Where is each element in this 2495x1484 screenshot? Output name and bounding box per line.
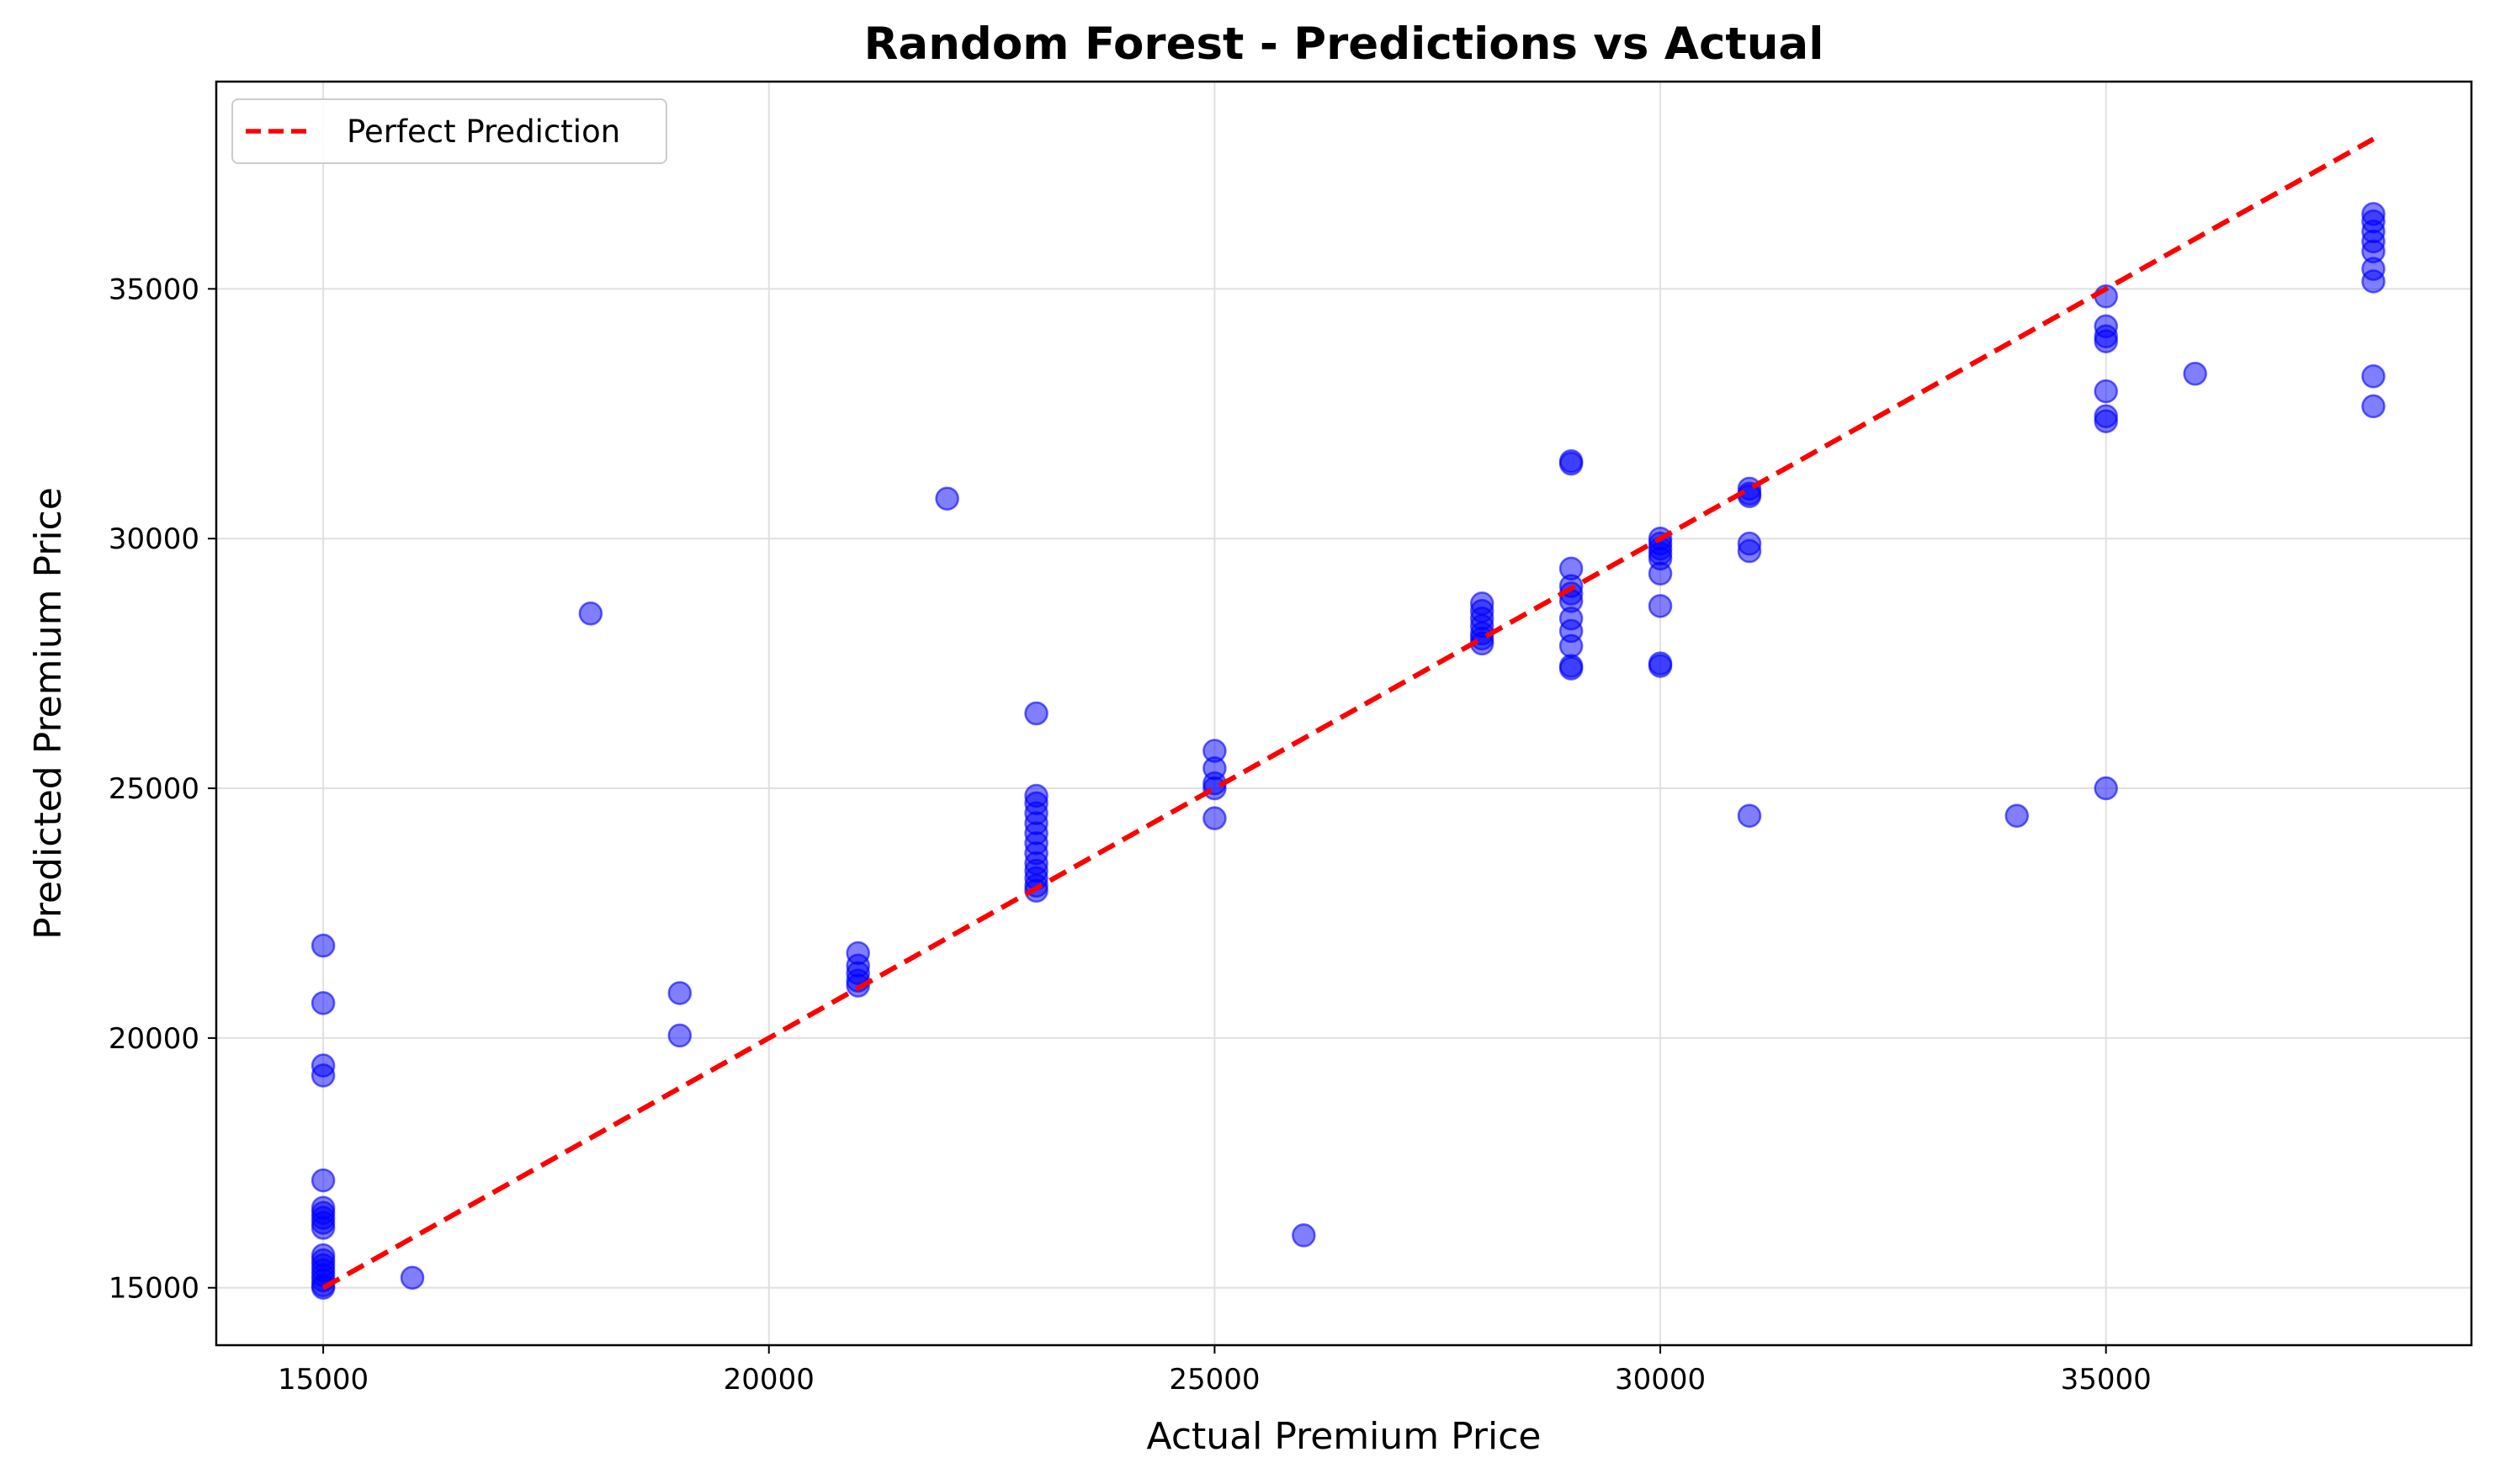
y-tick-label: 35000 [109,273,199,306]
data-point [2094,776,2118,801]
x-axis-label: Actual Premium Price [1147,1415,1542,1458]
chart-title: Random Forest - Predictions vs Actual [864,19,1824,70]
data-point [578,602,603,626]
data-point [1648,561,1673,586]
data-point [667,981,693,1005]
data-point [1558,451,1584,476]
y-tick-label: 20000 [109,1022,199,1056]
data-point [1737,484,1762,509]
data-point [2361,394,2386,419]
legend-label-perfect-prediction: Perfect Prediction [347,114,620,150]
data-point [667,1023,693,1048]
x-tick-label: 20000 [724,1363,815,1397]
data-point [1558,656,1584,681]
data-point [311,933,336,958]
data-point [311,1063,336,1088]
y-tick-label: 30000 [109,522,199,556]
legend: Perfect Prediction [231,98,667,164]
data-point [2094,329,2118,353]
data-point [311,1216,336,1240]
data-point [311,1168,336,1193]
data-point [1202,806,1227,830]
legend-box [231,98,667,164]
data-point [311,991,336,1015]
data-point [400,1265,425,1291]
y-tick-label: 15000 [109,1272,199,1306]
x-tick-label: 25000 [1169,1363,1260,1397]
data-point [1648,594,1673,618]
data-point [1558,633,1584,659]
data-point [2361,269,2386,294]
data-point [1648,654,1673,678]
data-point [1292,1223,1316,1248]
plot-frame [215,80,2473,1347]
data-points [311,202,2386,1300]
data-point [2004,803,2030,828]
y-axis-ticks: 15000 20000 25000 30000 35000 [109,273,216,1306]
data-point [2183,362,2207,386]
x-tick-label: 30000 [1615,1363,1706,1397]
data-point [2094,409,2118,433]
y-tick-label: 25000 [109,772,199,806]
data-point [935,486,959,511]
grid-lines [216,82,2471,1345]
x-tick-label: 35000 [2061,1363,2152,1397]
data-point [1737,538,1762,564]
data-point [1024,701,1048,726]
x-axis-ticks: 15000 20000 25000 30000 35000 [278,1345,2152,1397]
perfect-prediction-line [321,136,2375,1291]
data-point [1737,803,1762,828]
x-tick-label: 15000 [278,1363,369,1397]
y-axis-label: Predicted Premium Price [27,487,70,940]
data-point [2361,364,2386,389]
data-point [2094,379,2118,404]
perfect-prediction-line-group [321,136,2375,1291]
